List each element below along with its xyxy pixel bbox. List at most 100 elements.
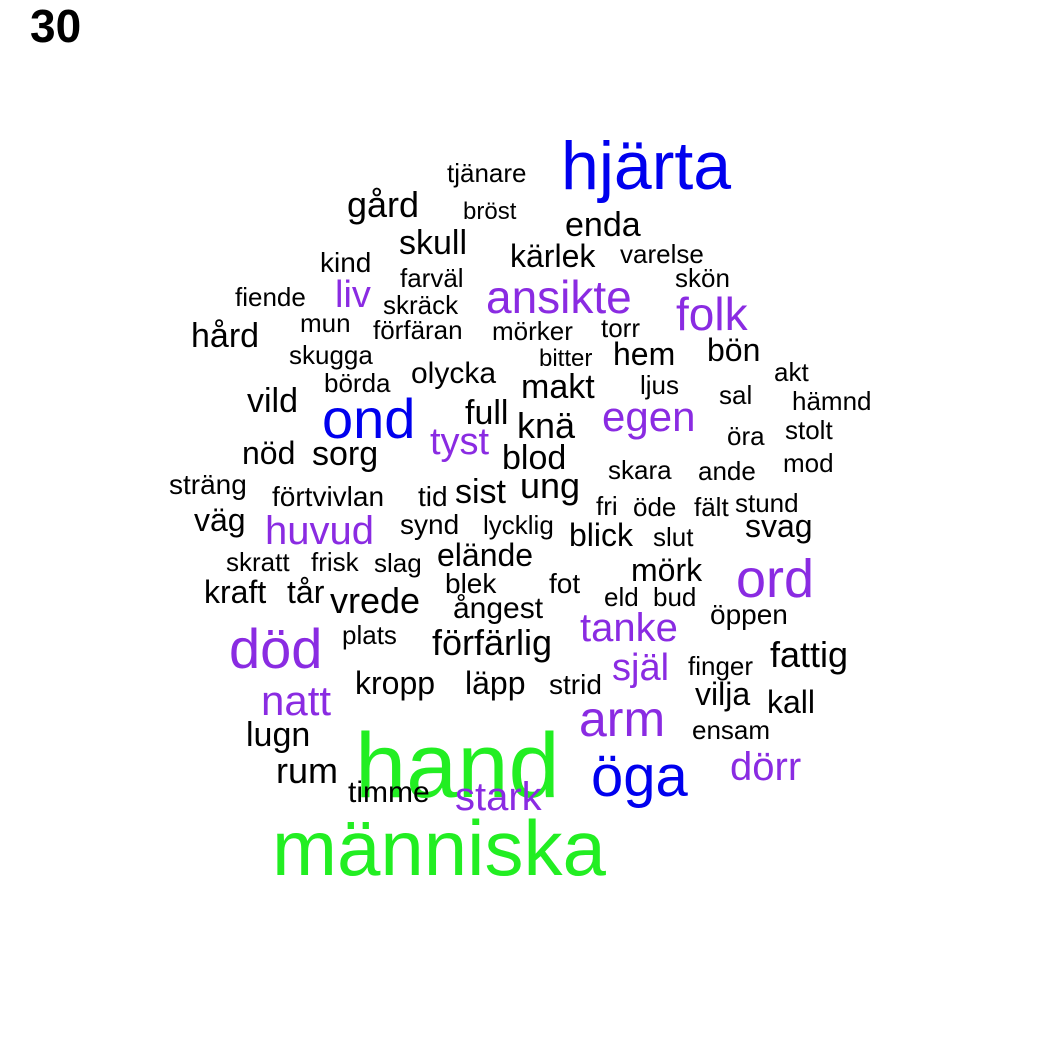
- cloud-word: förfärlig: [432, 622, 552, 663]
- cloud-word: vild: [247, 382, 298, 420]
- cloud-word: förfäran: [373, 315, 463, 345]
- cloud-word: makt: [521, 368, 595, 406]
- cloud-word: timme: [348, 776, 430, 809]
- cloud-word: börda: [324, 368, 391, 398]
- cloud-word: varelse: [620, 239, 704, 269]
- cloud-word: blek: [445, 568, 497, 599]
- cloud-word: hand: [355, 715, 560, 817]
- cloud-word: skön: [675, 263, 730, 293]
- cloud-word: natt: [261, 677, 331, 724]
- cloud-word: död: [229, 617, 322, 680]
- cloud-word: svag: [745, 508, 813, 544]
- cloud-word: förtvivlan: [272, 481, 384, 512]
- cloud-word: öra: [727, 421, 765, 451]
- cloud-word: slut: [653, 522, 694, 552]
- cloud-word: hem: [613, 336, 675, 372]
- cloud-word: synd: [400, 509, 459, 540]
- cloud-word: tjänare: [447, 158, 527, 188]
- cloud-word: blod: [502, 439, 566, 477]
- cloud-word: farväl: [400, 263, 464, 293]
- cloud-word: elände: [437, 537, 533, 573]
- cloud-word: ung: [520, 465, 580, 506]
- cloud-word: stark: [455, 775, 543, 819]
- cloud-word: eld: [604, 582, 639, 612]
- cloud-word: torr: [601, 313, 640, 343]
- cloud-word: ångest: [453, 592, 544, 625]
- cloud-word: kärlek: [510, 238, 596, 274]
- cloud-word: väg: [194, 502, 246, 538]
- cloud-word: skugga: [289, 340, 373, 370]
- cloud-word: mod: [783, 448, 834, 478]
- cloud-word: mörk: [631, 552, 703, 588]
- cloud-word: sträng: [169, 469, 247, 500]
- cloud-word: tanke: [580, 606, 678, 650]
- cloud-word: folk: [676, 288, 749, 340]
- cloud-word: slag: [374, 548, 422, 578]
- cloud-word: full: [465, 394, 508, 432]
- cloud-word: fattig: [770, 634, 848, 675]
- cloud-word: sist: [455, 473, 507, 511]
- cloud-word: fiende: [235, 282, 306, 312]
- cloud-word: arm: [579, 691, 665, 747]
- cloud-word: ljus: [640, 370, 679, 400]
- cloud-word: sal: [719, 380, 752, 410]
- cloud-word: mun: [300, 308, 351, 338]
- cloud-word: kall: [767, 684, 815, 720]
- cloud-word: dörr: [730, 745, 801, 789]
- cloud-word: fri: [596, 491, 618, 521]
- cloud-word: hjärta: [561, 128, 731, 204]
- cloud-word: öde: [633, 492, 676, 522]
- cloud-word: stund: [735, 488, 799, 518]
- cloud-word: rum: [276, 750, 338, 791]
- cloud-word: själ: [612, 647, 669, 689]
- cloud-word: skara: [608, 455, 672, 485]
- cloud-word: läpp: [465, 665, 526, 701]
- cloud-word: huvud: [265, 509, 374, 553]
- cloud-word: akt: [774, 357, 809, 387]
- cloud-word: bön: [707, 332, 760, 368]
- cloud-word: lycklig: [483, 510, 554, 540]
- cloud-word: fot: [549, 568, 580, 599]
- cloud-word: tid: [418, 481, 448, 512]
- cloud-word: knä: [517, 405, 576, 446]
- cloud-word: olycka: [411, 357, 496, 390]
- cloud-word: hämnd: [792, 386, 872, 416]
- cloud-word: öppen: [710, 599, 788, 630]
- cloud-word: kind: [320, 247, 371, 278]
- cloud-word: skull: [399, 224, 467, 262]
- cloud-word: människa: [272, 804, 606, 892]
- cloud-word: ensam: [692, 715, 770, 745]
- cloud-word: skratt: [226, 547, 290, 577]
- cloud-word: tyst: [430, 421, 490, 463]
- cloud-word: bud: [653, 582, 696, 612]
- cloud-word: frisk: [311, 547, 360, 577]
- cloud-word: sorg: [312, 435, 378, 473]
- cloud-word: kraft: [204, 574, 266, 610]
- cloud-word: öga: [591, 744, 689, 809]
- cloud-word: fält: [694, 492, 729, 522]
- cloud-word: gård: [347, 184, 419, 225]
- cloud-word: liv: [335, 274, 371, 316]
- cloud-word: bröst: [463, 198, 517, 225]
- cloud-word: ande: [698, 456, 756, 486]
- panel-number: 30: [30, 0, 82, 52]
- cloud-word: mörker: [492, 316, 573, 346]
- cloud-word: nöd: [242, 435, 295, 471]
- cloud-word: egen: [602, 393, 695, 440]
- cloud-word: plats: [342, 620, 397, 650]
- cloud-word: stolt: [785, 415, 833, 445]
- cloud-word: vilja: [695, 676, 750, 712]
- cloud-word: skräck: [383, 290, 459, 320]
- cloud-word: finger: [688, 651, 753, 681]
- cloud-word: ord: [736, 549, 814, 609]
- cloud-word: lugn: [246, 716, 310, 754]
- cloud-word: strid: [549, 669, 602, 700]
- cloud-word: bitter: [539, 345, 592, 372]
- cloud-word: ond: [322, 387, 415, 450]
- cloud-word: tår: [287, 574, 325, 610]
- cloud-word: hård: [191, 317, 259, 355]
- cloud-word: enda: [565, 206, 641, 244]
- cloud-word: blick: [569, 517, 634, 553]
- cloud-word: vrede: [330, 580, 420, 621]
